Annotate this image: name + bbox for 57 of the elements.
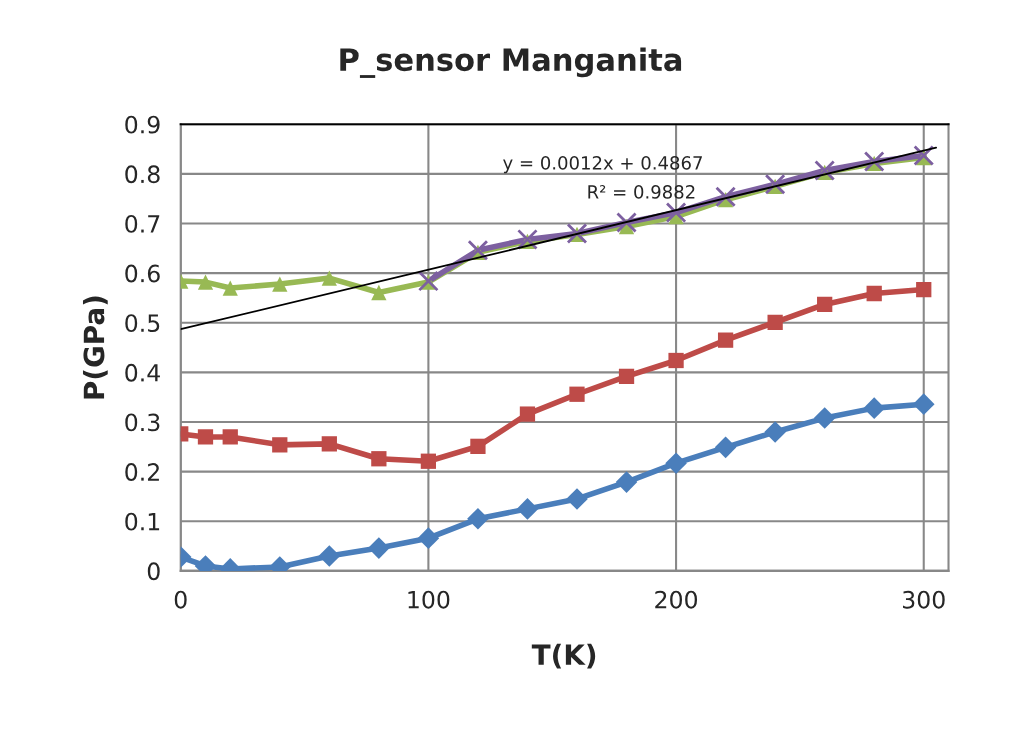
- y-tick-label: 0.3: [125, 413, 160, 432]
- point: [197, 429, 214, 445]
- point: [569, 386, 585, 402]
- annotation: y = 0.0012x + 0.4867: [503, 156, 702, 174]
- point: [371, 451, 387, 467]
- point: [866, 285, 882, 302]
- y-tick-label: 0.6: [125, 264, 160, 283]
- point: [767, 314, 783, 330]
- point: [912, 393, 935, 415]
- point: [272, 437, 288, 453]
- point: [668, 352, 684, 369]
- y-tick-label: 0: [147, 562, 160, 581]
- y-tick-label: 0.2: [125, 463, 159, 481]
- point: [717, 332, 734, 348]
- point: [470, 438, 486, 454]
- y-tick-label: 0.5: [125, 314, 160, 333]
- y-tick-label: 0.4: [125, 363, 160, 382]
- point: [318, 545, 341, 567]
- x-tick-label: 0: [174, 590, 187, 609]
- point: [371, 284, 387, 301]
- point: [764, 421, 786, 443]
- point: [517, 228, 538, 250]
- point: [222, 280, 238, 296]
- point: [272, 276, 288, 292]
- chart-title: P_sensor Manganita: [340, 47, 682, 78]
- point: [764, 173, 786, 195]
- point: [813, 407, 836, 429]
- point: [618, 368, 635, 385]
- point: [467, 239, 489, 261]
- point: [222, 429, 238, 445]
- point: [519, 406, 536, 422]
- point: [417, 527, 440, 549]
- point: [665, 452, 687, 475]
- point: [863, 397, 886, 419]
- point: [616, 212, 637, 233]
- point: [321, 270, 337, 286]
- y-tick-label: 0.9: [125, 115, 160, 134]
- point: [916, 281, 932, 298]
- point: [368, 537, 390, 559]
- y-tick-label: 0.1: [125, 512, 160, 531]
- point: [321, 436, 337, 452]
- x-tick-label: 100: [408, 590, 450, 609]
- y-tick-label: 0.7: [125, 214, 160, 233]
- point: [420, 453, 437, 469]
- point: [197, 274, 214, 290]
- x-tick-label: 300: [903, 590, 945, 609]
- point: [817, 296, 833, 313]
- x-axis-title: T(K): [531, 643, 596, 669]
- point: [615, 471, 638, 493]
- point: [714, 436, 737, 459]
- point: [566, 488, 588, 510]
- point: [467, 508, 489, 530]
- point: [516, 498, 539, 520]
- annotation: R² = 0.9882: [588, 185, 695, 199]
- x-tick-label: 200: [655, 590, 698, 609]
- y-axis-title: P(GPa): [82, 296, 108, 399]
- y-tick-label: 0.8: [125, 165, 160, 184]
